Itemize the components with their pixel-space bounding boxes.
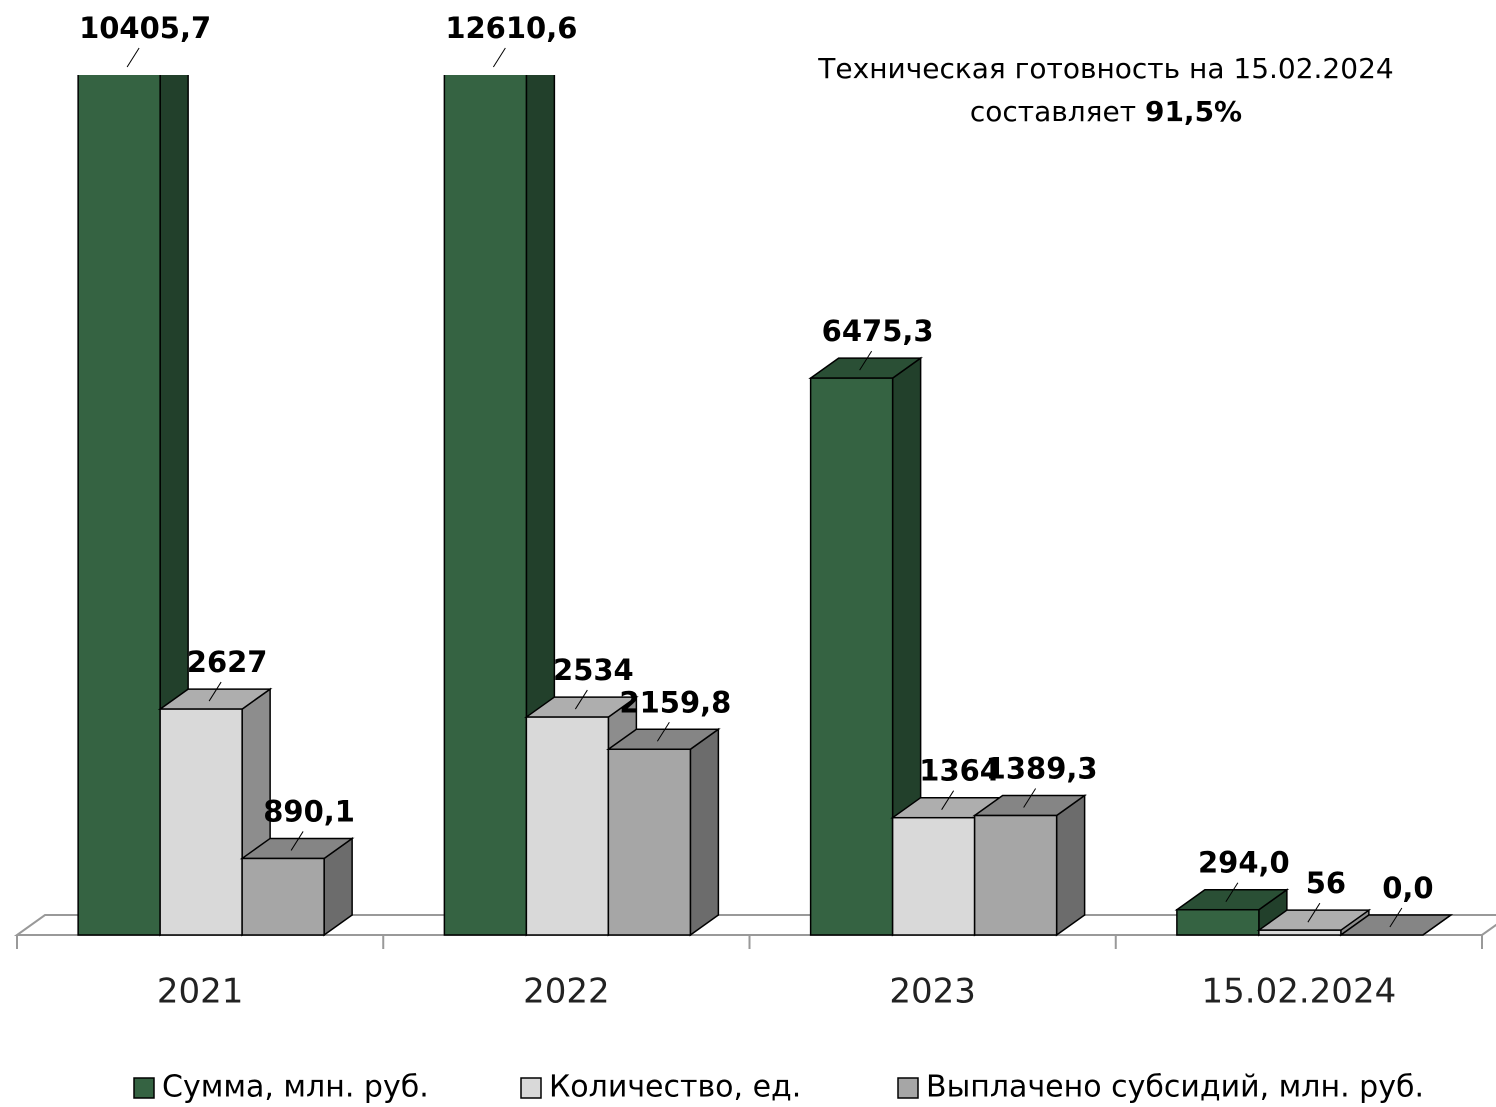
- bar: [606, 727, 721, 937]
- bar: [808, 356, 923, 937]
- bar: [239, 836, 355, 937]
- value-label: 0,0: [1382, 871, 1433, 905]
- bar-side: [1055, 794, 1086, 937]
- value-label: 10405,7: [79, 11, 211, 45]
- leader-line: [1023, 788, 1037, 808]
- bar-top: [1338, 914, 1454, 936]
- bar-front: [607, 748, 692, 936]
- bar-front: [77, 75, 161, 936]
- value-label: 12610,6: [445, 11, 577, 45]
- leader-line: [574, 689, 588, 710]
- bar-front: [525, 716, 610, 936]
- annotation: составляет 91,5%: [970, 95, 1242, 128]
- x-tick-label: 2022: [523, 972, 610, 1012]
- value-label: 2627: [187, 645, 268, 679]
- bar: [1338, 914, 1454, 936]
- bar-side: [689, 727, 720, 937]
- value-label: 56: [1306, 866, 1346, 900]
- bar-front: [241, 857, 325, 936]
- bars: [77, 75, 1454, 937]
- value-label: 6475,3: [822, 314, 934, 348]
- value-label: 1364: [919, 754, 1000, 788]
- legend-swatch: [897, 1077, 919, 1099]
- bar: [1174, 888, 1290, 937]
- bar-front: [1258, 929, 1342, 936]
- leader-line: [941, 790, 955, 810]
- x-tick-label: 2023: [889, 972, 976, 1012]
- leader-line: [290, 831, 304, 851]
- value-label: 294,0: [1198, 846, 1290, 880]
- legend-label: Выплачено субсидий, млн. руб.: [926, 1070, 1424, 1105]
- leader-line: [208, 681, 222, 702]
- x-tick-label: 2021: [157, 972, 244, 1012]
- leader-line: [1389, 907, 1403, 928]
- annotation: Техническая готовность на 15.02.2024: [817, 52, 1393, 85]
- leader-line: [1225, 882, 1239, 902]
- bar-front: [443, 75, 528, 936]
- bar: [1256, 908, 1372, 937]
- value-label: 2534: [553, 653, 634, 687]
- bar: [972, 794, 1087, 937]
- value-label: 890,1: [263, 794, 355, 828]
- leader-line: [859, 350, 873, 371]
- leader-line: [1307, 902, 1321, 923]
- bar-front: [159, 708, 243, 936]
- x-tick-label: 15.02.2024: [1202, 972, 1397, 1012]
- bar-front: [1176, 908, 1260, 936]
- leader-line: [126, 47, 140, 68]
- legend-label: Количество, ед.: [549, 1070, 801, 1105]
- bar-front: [891, 816, 976, 936]
- bar-front: [973, 814, 1058, 936]
- legend-swatch: [133, 1077, 155, 1099]
- value-label: 1389,3: [986, 752, 1098, 786]
- legend-swatch: [520, 1077, 542, 1099]
- bar-front: [809, 377, 894, 936]
- legend-label: Сумма, млн. руб.: [162, 1070, 429, 1105]
- leader-line: [492, 47, 506, 68]
- leader-line: [656, 721, 670, 742]
- value-label: 2159,8: [619, 685, 731, 719]
